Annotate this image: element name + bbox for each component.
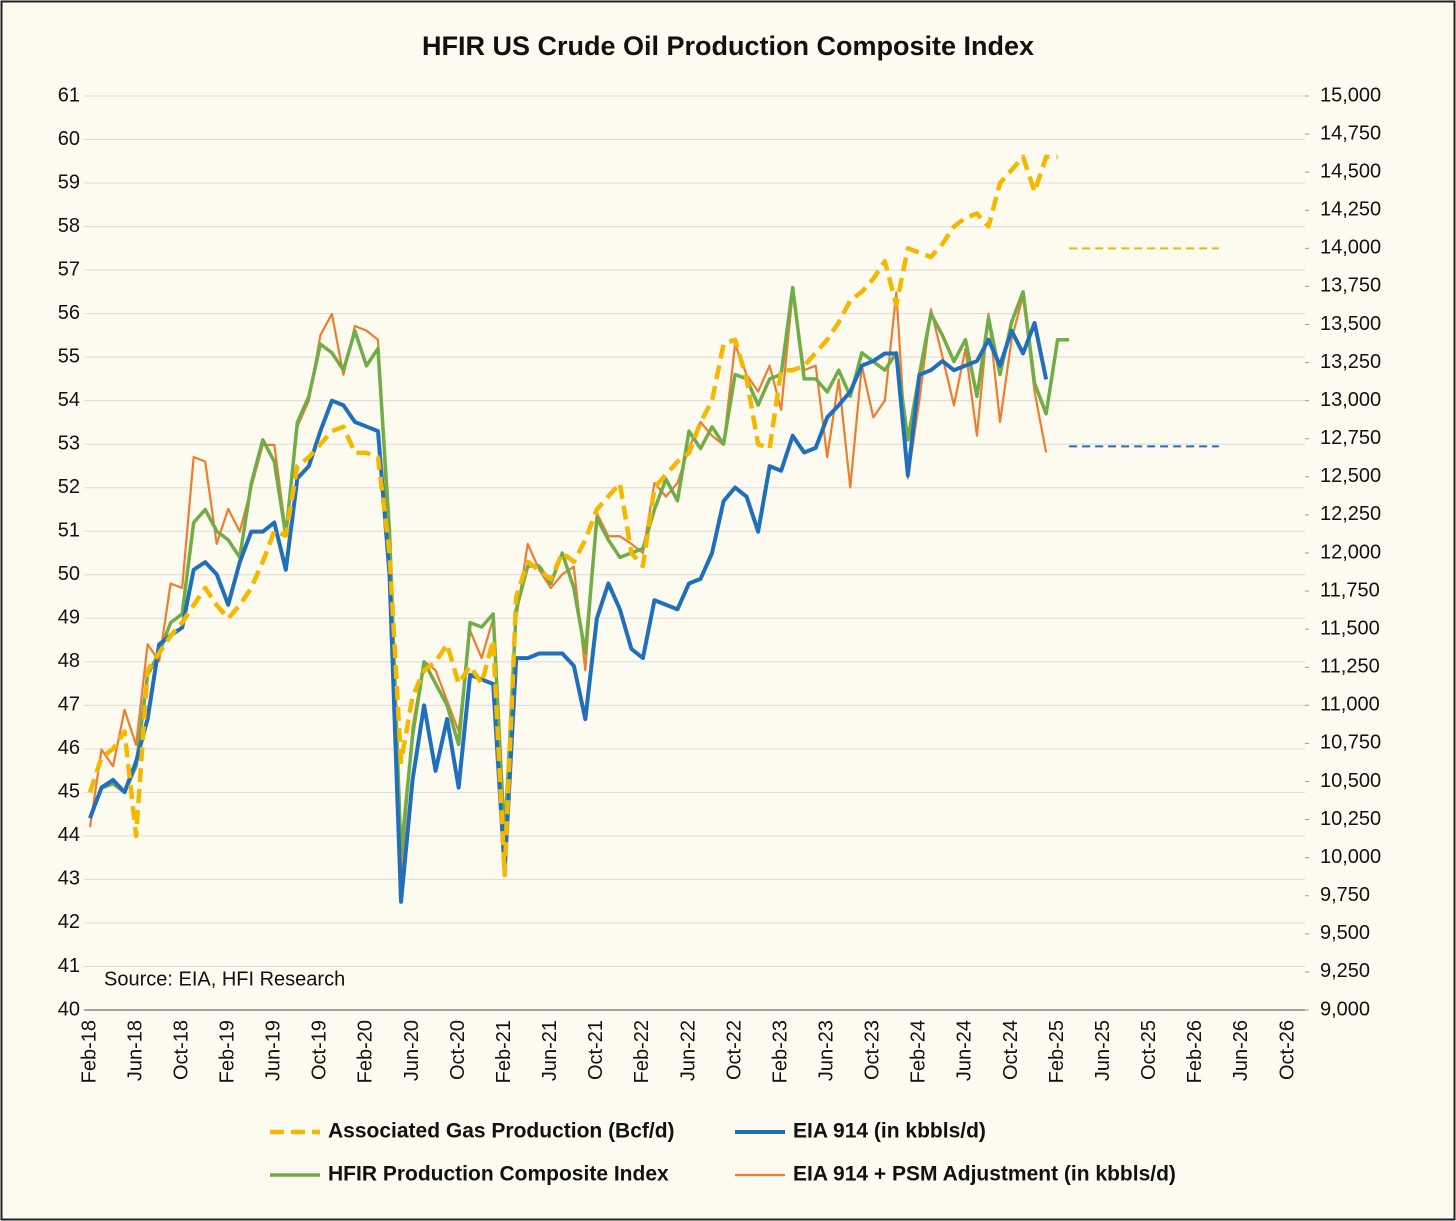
y2-tick-label: 10,250 bbox=[1320, 808, 1381, 830]
x-tick-label: Jun-26 bbox=[1230, 1020, 1252, 1081]
y2-tick-label: 11,250 bbox=[1320, 656, 1380, 678]
y2-tick-label: 14,500 bbox=[1320, 160, 1381, 182]
y2-tick-label: 14,750 bbox=[1320, 122, 1381, 144]
x-tick-label: Oct-18 bbox=[170, 1020, 192, 1080]
y-tick-label: 57 bbox=[58, 258, 80, 280]
x-tick-label: Jun-19 bbox=[263, 1020, 285, 1081]
y2-tick-label: 11,500 bbox=[1320, 617, 1380, 639]
x-tick-label: Oct-21 bbox=[585, 1020, 607, 1080]
plot bbox=[87, 154, 1219, 904]
y2-tick-label: 12,250 bbox=[1320, 503, 1381, 525]
y2-tick-label: 9,000 bbox=[1320, 998, 1370, 1020]
y-tick-label: 50 bbox=[58, 563, 80, 585]
x-tick-label: Oct-26 bbox=[1276, 1020, 1298, 1080]
y2-tick-label: 12,000 bbox=[1320, 541, 1381, 563]
y2-tick-label: 13,250 bbox=[1320, 351, 1381, 373]
x-tick-label: Feb-20 bbox=[355, 1020, 377, 1083]
x-tick-label: Oct-25 bbox=[1138, 1020, 1160, 1080]
x-tick-label: Feb-18 bbox=[78, 1020, 100, 1083]
y-tick-label: 53 bbox=[58, 432, 80, 454]
annotation: Source: EIA, HFI Research bbox=[104, 968, 345, 990]
y-tick-label: 45 bbox=[58, 781, 80, 803]
x-tick-label: Jun-23 bbox=[816, 1020, 838, 1081]
y-tick-label: 54 bbox=[58, 389, 80, 411]
x-tick-label: Jun-22 bbox=[677, 1020, 699, 1081]
chart-title: HFIR US Crude Oil Production Composite I… bbox=[422, 31, 1034, 61]
x-tick-label: Jun-20 bbox=[401, 1020, 423, 1081]
x-tick-label: Feb-22 bbox=[631, 1020, 653, 1083]
y-tick-label: 58 bbox=[58, 215, 80, 237]
y2-tick-label: 10,750 bbox=[1320, 732, 1381, 754]
y2-tick-label: 11,000 bbox=[1320, 694, 1380, 716]
legend-label: Associated Gas Production (Bcf/d) bbox=[328, 1120, 675, 1143]
y-tick-label: 48 bbox=[58, 650, 80, 672]
x-tick-label: Oct-20 bbox=[447, 1020, 469, 1080]
y2-tick-label: 14,000 bbox=[1320, 237, 1381, 259]
y2-tick-label: 11,750 bbox=[1320, 579, 1380, 601]
y-tick-label: 40 bbox=[58, 998, 80, 1020]
y2-tick-label: 14,250 bbox=[1320, 199, 1381, 221]
y-tick-label: 47 bbox=[58, 694, 80, 716]
x-tick-label: Jun-24 bbox=[954, 1020, 976, 1081]
y2-tick-label: 9,750 bbox=[1320, 884, 1370, 906]
y-tick-label: 42 bbox=[58, 911, 80, 933]
y-tick-label: 41 bbox=[58, 955, 80, 977]
series-line bbox=[88, 320, 1049, 904]
y2-tick-label: 13,750 bbox=[1320, 275, 1381, 297]
x-tick-label: Oct-22 bbox=[723, 1020, 745, 1080]
y2-tick-label: 9,500 bbox=[1320, 922, 1370, 944]
y-tick-label: 61 bbox=[58, 84, 80, 106]
y2-tick-label: 10,000 bbox=[1320, 846, 1381, 868]
series-line bbox=[88, 285, 1070, 856]
legend-label: HFIR Production Composite Index bbox=[328, 1163, 669, 1186]
x-tick-label: Feb-21 bbox=[493, 1020, 515, 1083]
series-line bbox=[87, 154, 1058, 878]
x-tick-label: Feb-24 bbox=[908, 1020, 930, 1083]
legend-label: EIA 914 + PSM Adjustment (in kbbls/d) bbox=[793, 1163, 1176, 1186]
y-tick-label: 59 bbox=[58, 171, 80, 193]
y-tick-label: 46 bbox=[58, 737, 80, 759]
y2-tick-label: 12,500 bbox=[1320, 465, 1381, 487]
y2-tick-label: 10,500 bbox=[1320, 770, 1381, 792]
x-tick-label: Jun-21 bbox=[539, 1020, 561, 1081]
y2-tick-label: 13,000 bbox=[1320, 389, 1381, 411]
y-tick-label: 60 bbox=[58, 128, 80, 150]
x-tick-label: Jun-25 bbox=[1092, 1020, 1114, 1081]
y-tick-label: 44 bbox=[58, 824, 80, 846]
y-tick-label: 51 bbox=[58, 520, 80, 542]
y-tick-label: 56 bbox=[58, 302, 80, 324]
x-tick-label: Oct-24 bbox=[1000, 1020, 1022, 1080]
x-tick-label: Feb-23 bbox=[769, 1020, 791, 1083]
y-tick-label: 55 bbox=[58, 345, 80, 367]
x-tick-label: Oct-23 bbox=[862, 1020, 884, 1080]
x-tick-label: Oct-19 bbox=[309, 1020, 331, 1080]
legend-label: EIA 914 (in kbbls/d) bbox=[793, 1120, 986, 1143]
y-tick-label: 52 bbox=[58, 476, 80, 498]
x-tick-label: Feb-19 bbox=[217, 1020, 239, 1083]
y-tick-label: 43 bbox=[58, 868, 80, 890]
y2-tick-label: 9,250 bbox=[1320, 960, 1370, 982]
y2-tick-label: 15,000 bbox=[1320, 84, 1381, 106]
x-tick-label: Feb-26 bbox=[1184, 1020, 1206, 1083]
y2-tick-label: 13,500 bbox=[1320, 313, 1381, 335]
y2-tick-label: 12,750 bbox=[1320, 427, 1381, 449]
x-tick-label: Feb-25 bbox=[1046, 1020, 1068, 1083]
x-tick-label: Jun-18 bbox=[124, 1020, 146, 1081]
y-tick-label: 49 bbox=[58, 607, 80, 629]
